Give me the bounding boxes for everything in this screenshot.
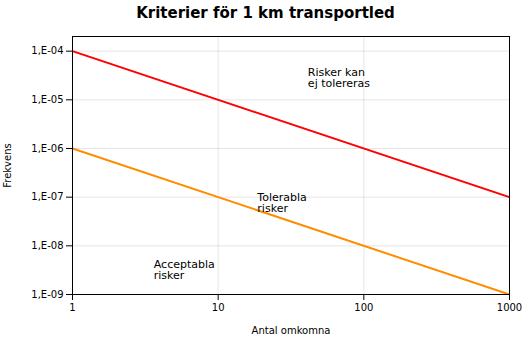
- html-text:Kriterier för 1 km transportle: Kriterier för 1 km transportled: [136, 4, 395, 22]
- svg-text:10: 10: [212, 302, 225, 313]
- svg-text:1,E-05: 1,E-05: [31, 94, 63, 105]
- svg-text:1,E-06: 1,E-06: [31, 143, 63, 154]
- svg-text:Risker kanej tolereras: Risker kanej tolereras: [308, 66, 370, 90]
- svg-text:1,E-04: 1,E-04: [31, 45, 63, 56]
- svg-text:100: 100: [354, 302, 373, 313]
- svg-text:1,E-09: 1,E-09: [31, 289, 63, 300]
- svg-text:Frekvens: Frekvens: [2, 143, 13, 187]
- svg-text:1,E-07: 1,E-07: [31, 191, 63, 202]
- svg-text:1,E-08: 1,E-08: [31, 240, 63, 251]
- svg-text:1000: 1000: [497, 302, 522, 313]
- svg-text:1: 1: [69, 302, 75, 313]
- svg-text:Acceptablarisker: Acceptablarisker: [154, 258, 215, 282]
- svg-text:Tolerablarisker: Tolerablarisker: [256, 191, 306, 215]
- svg-text:Antal omkomna: Antal omkomna: [252, 325, 331, 336]
